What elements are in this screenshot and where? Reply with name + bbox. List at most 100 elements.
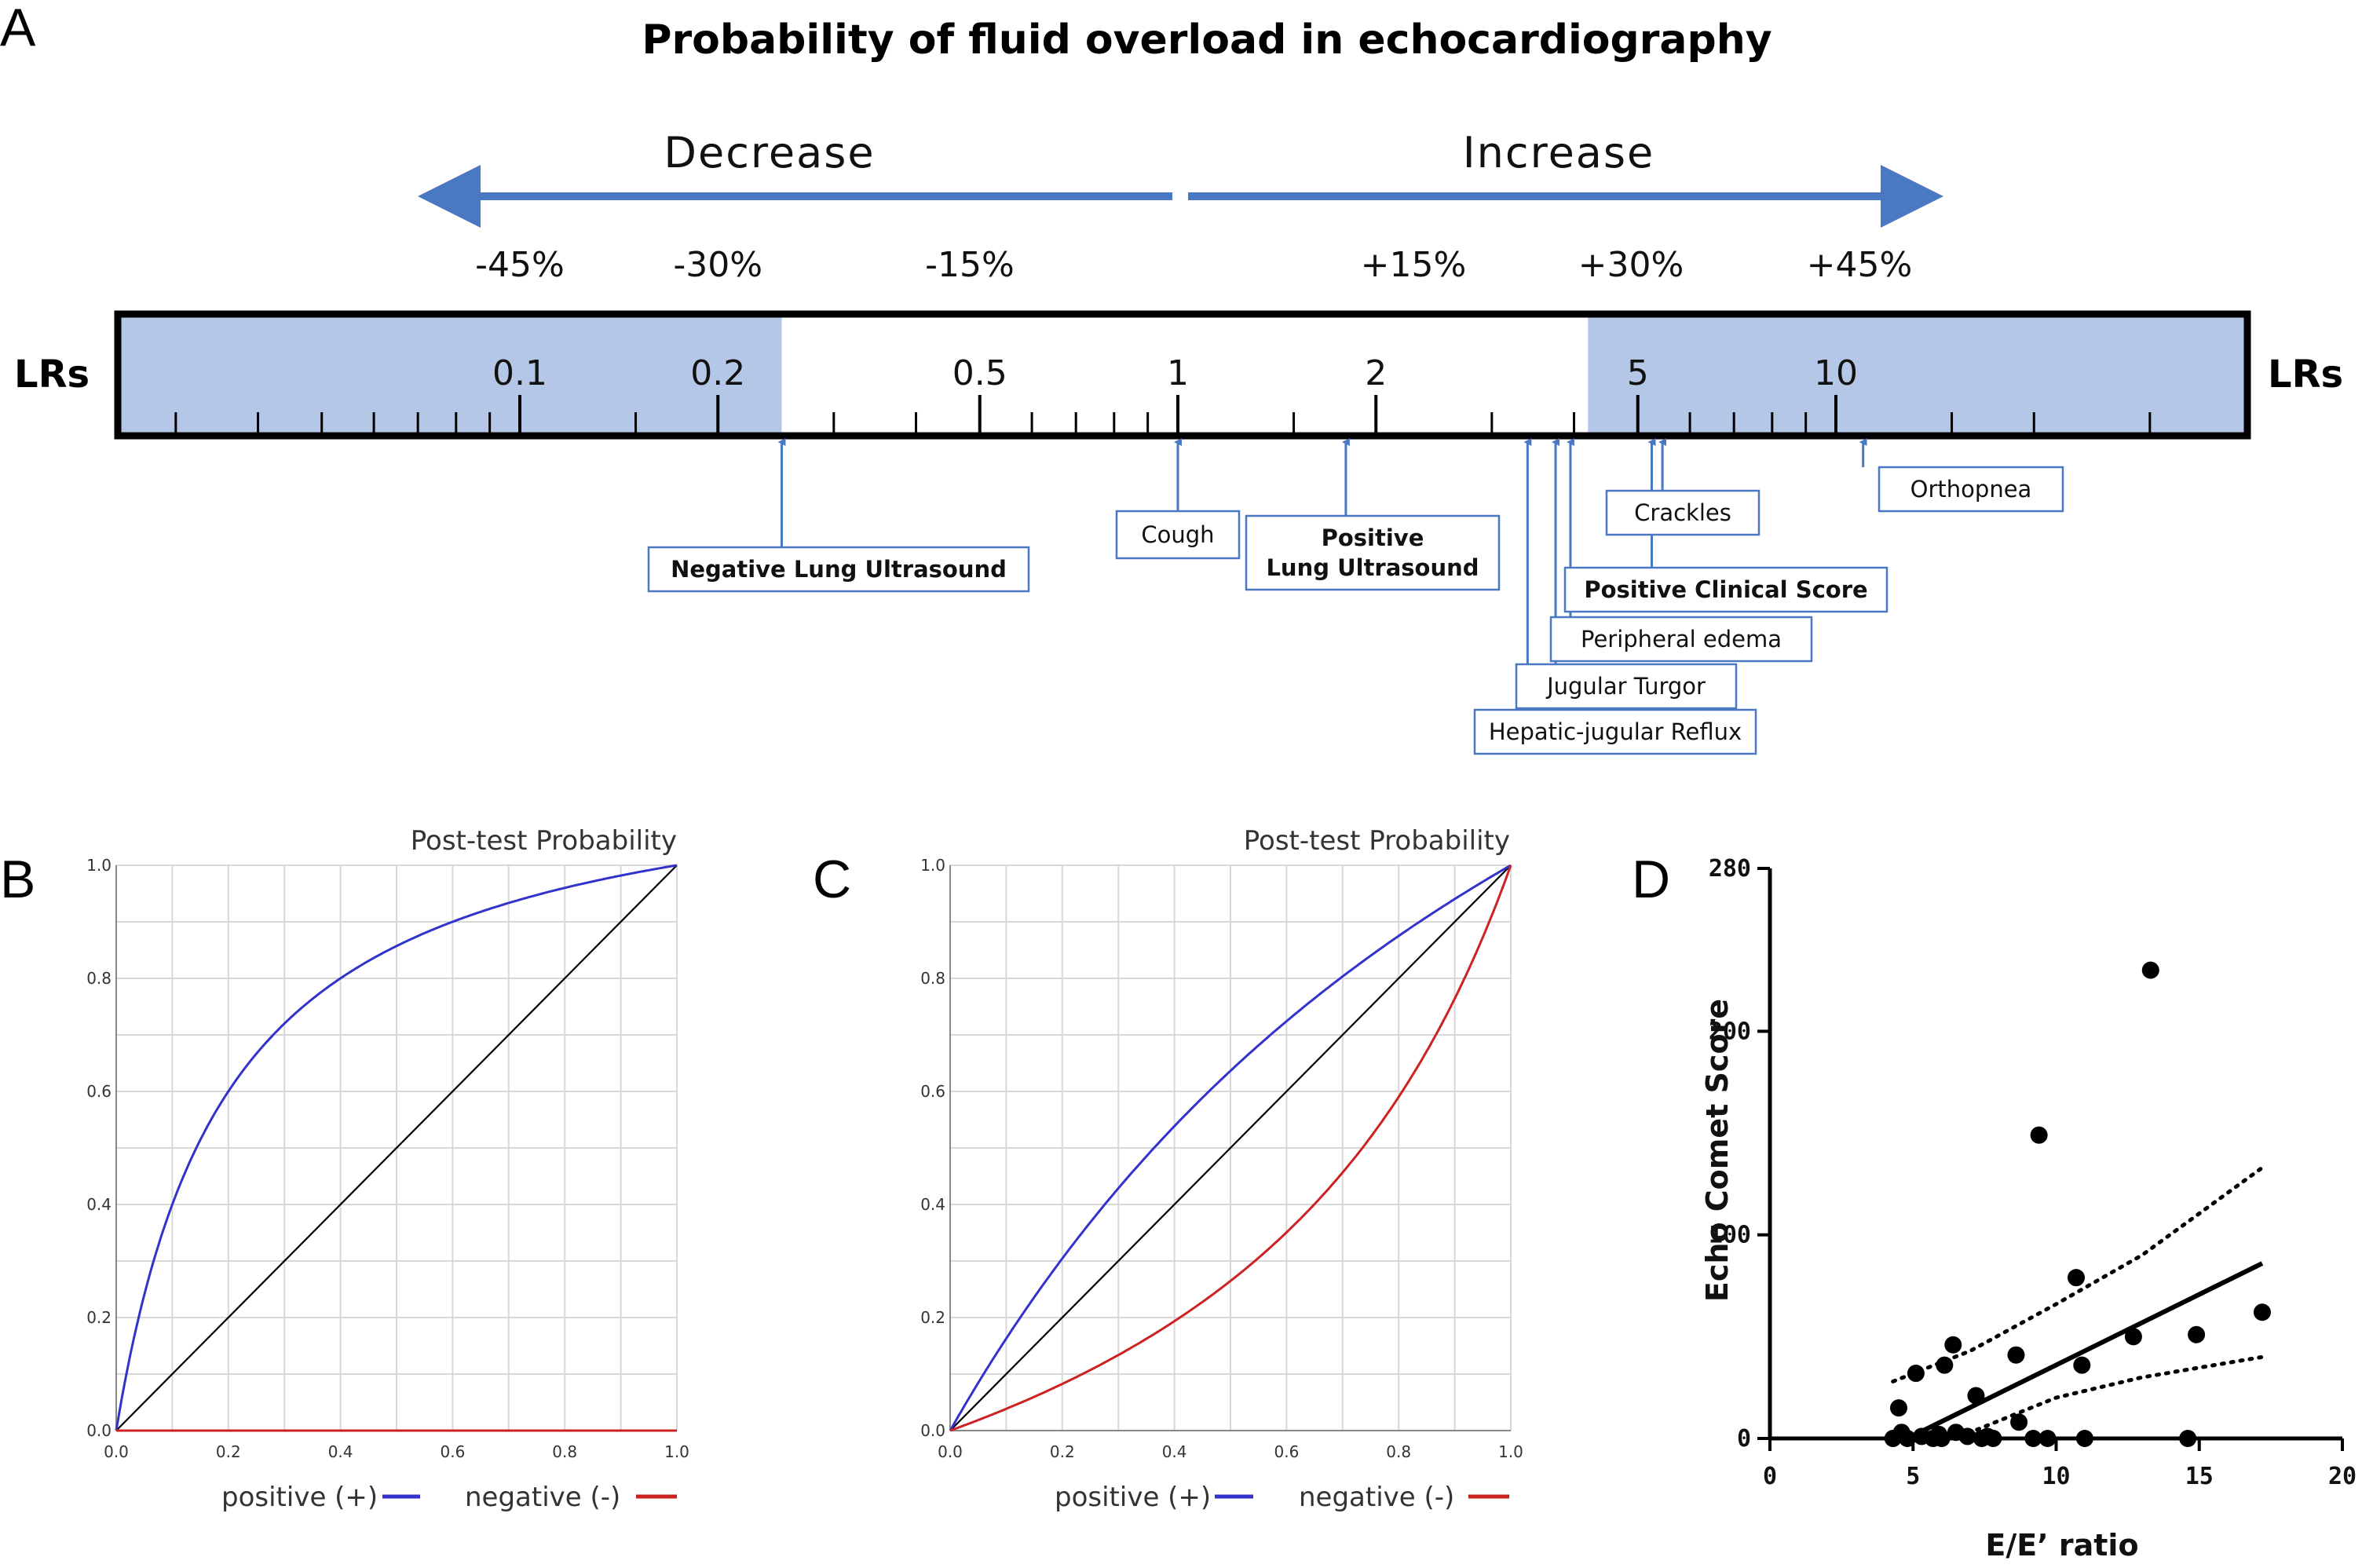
scatter-point [2253,1303,2271,1321]
percent-label: -30% [673,245,762,285]
scatter-point [2075,1430,2093,1447]
finding-orthopnea: Orthopnea [1859,438,2064,513]
y-tick-label: 0.8 [920,969,945,988]
finding-box [1115,510,1241,560]
y-tick-label: 280 [1709,855,1751,883]
x-tick-label: 0.0 [104,1442,129,1461]
x-tick-label: 5 [1906,1463,1920,1490]
finding-box [1515,663,1738,710]
x-tick-label: 0 [1763,1463,1777,1490]
finding-label: Lung Ultrasound [1266,554,1479,581]
x-tick-label: 1.0 [1498,1442,1523,1461]
x-tick-label: 0.2 [1050,1442,1075,1461]
scatter-point [2030,1126,2048,1144]
lr-tick-label: 0.5 [952,353,1007,393]
reference-diagonal [949,864,1512,1431]
x-tick-label: 1.0 [664,1442,689,1461]
panel-b-legend-positive: positive (+) [221,1482,378,1513]
lrs-label-right: LRs [2268,353,2343,397]
scatter-point [1967,1387,1985,1405]
panel-label-b: B [0,850,35,909]
y-tick-label: 0.6 [920,1082,945,1101]
scatter-point [2073,1356,2091,1374]
x-tick-label: 0.0 [938,1442,963,1461]
finding-box [1563,566,1889,613]
panel-label-d: D [1632,850,1670,909]
y-tick-label: 0.4 [920,1195,945,1214]
x-tick-label: 0.6 [440,1442,465,1461]
y-tick-label: 0.0 [920,1421,945,1440]
scatter-point [1984,1430,2002,1447]
finding-label: Orthopnea [1910,476,2032,503]
scatter-point [2188,1325,2206,1343]
finding-label: Positive [1322,524,1424,551]
panel-a-lr-scale: Probability of fluid overload in echocar… [14,16,2343,755]
panel-b-legend: positive (+) negative (-) [221,1482,677,1513]
finding-hepatic-jugular-reflux: Hepatic-jugular Reflux [1473,438,1757,755]
x-tick-label: 0.6 [1274,1442,1299,1461]
finding-label: Cough [1141,521,1214,548]
scatter-point [2124,1328,2142,1346]
scatter-point [1890,1399,1908,1417]
finding-peripheral-edema: Peripheral edema [1549,438,1813,663]
reference-diagonal [115,864,678,1431]
finding-label: Peripheral edema [1581,626,1782,652]
lr-tick-label: 0.1 [492,353,547,393]
panel-b-title: Post-test Probability [411,825,677,857]
series-positive-line [115,864,678,1431]
y-tick-label: 0.2 [920,1308,945,1327]
finding-box [1878,466,2064,513]
scatter-point [1898,1430,1916,1447]
scatter-point [2179,1430,2197,1447]
y-tick-label: 0.0 [86,1421,112,1440]
regression-line [1906,1261,2264,1441]
finding-negative-lung-ultrasound: Negative Lung Ultrasound [647,438,1030,593]
finding-box [1245,514,1501,591]
scatter-point [2141,961,2159,979]
y-tick-label: 1.0 [86,856,112,875]
percent-label: +30% [1578,245,1684,285]
x-tick-label: 0.4 [328,1442,353,1461]
finding-box [647,546,1030,593]
panel-b-legend-negative: negative (-) [465,1482,620,1513]
y-tick-label: 0 [1737,1425,1751,1453]
panel-label-a: A [0,0,36,57]
y-tick-label: 0.4 [86,1195,112,1214]
lr-tick-label: 1 [1167,353,1189,393]
scatter-point [2007,1346,2025,1364]
percent-label: +45% [1807,245,1913,285]
lr-tick-label: 0.2 [690,353,745,393]
panel-b-posttest-chart: Post-test Probability 0.0 0.2 0.4 0.6 0.8 1.0… [86,825,689,1513]
x-tick-label: 10 [2042,1463,2070,1490]
y-tick-label: 0.2 [86,1308,112,1327]
finding-positive-clinical-score: Positive Clinical Score [1563,438,1889,613]
x-tick-label: 0.4 [1162,1442,1187,1461]
lr-tick-label: 10 [1814,353,1858,393]
shaded-region-high [1588,314,2247,436]
series-negative-line [949,864,1512,1432]
scatter-point [2038,1430,2057,1447]
x-tick-label: 20 [2328,1463,2357,1490]
panel-a-title: Probability of fluid overload in echocar… [642,16,1772,64]
scatter-point [1936,1356,1954,1374]
panel-d-xlabel: E/E’ ratio [1985,1528,2138,1563]
series-positive-line [949,864,1512,1431]
scatter-point [1932,1430,1951,1447]
finding-crackles: Crackles [1605,438,1761,536]
scatter-point [1907,1365,1925,1383]
finding-positive-lung-ultrasound: Positive Lung Ultrasound [1245,438,1501,591]
scatter-point [1958,1427,1976,1446]
ci-lower-line [1891,1354,2265,1441]
panel-c-legend-negative: negative (-) [1299,1482,1454,1513]
scatter-point [2010,1413,2028,1431]
shaded-region-low [118,314,782,436]
x-tick-label: 0.2 [216,1442,241,1461]
lrs-label-left: LRs [14,353,90,397]
finding-box [1473,708,1757,755]
finding-label: Hepatic-jugular Reflux [1489,718,1742,745]
scatter-point [2068,1269,2086,1287]
finding-label: Negative Lung Ultrasound [671,556,1007,583]
y-tick-label: 100 [1709,1222,1751,1249]
